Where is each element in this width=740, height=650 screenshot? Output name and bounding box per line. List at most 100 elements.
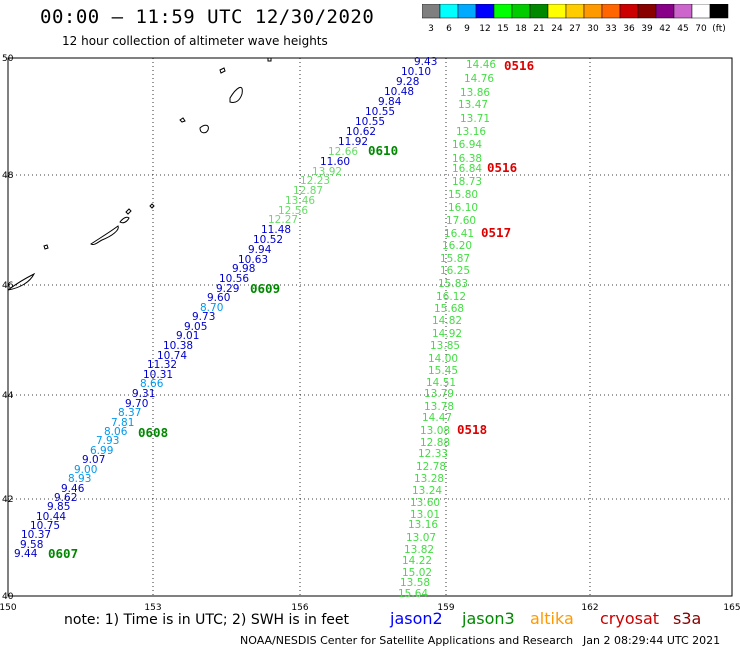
wave-height-label: 16.10 [448, 202, 478, 214]
wave-height-label: 13.82 [404, 544, 434, 556]
pass-time-label: 0608 [138, 425, 168, 440]
island-coastline [125, 208, 132, 215]
wave-height-label: 10.52 [253, 234, 283, 246]
wave-height-label: 10.37 [21, 529, 51, 541]
pass-time-label: 0610 [368, 143, 398, 158]
colorbar-label: 30 [587, 24, 599, 34]
wave-height-label: 10.10 [401, 66, 431, 78]
wave-height-label: 14.51 [426, 377, 456, 389]
legend-jason2: jason2 [390, 609, 443, 628]
wave-height-label: 16.20 [442, 240, 472, 252]
pass-time-label: 0516 [504, 58, 534, 73]
wave-height-label: 12.33 [418, 448, 448, 460]
wave-height-label: 11.92 [338, 136, 368, 148]
wave-height-label: 14.46 [466, 59, 496, 71]
colorbar-label: 12 [479, 24, 490, 34]
wave-height-label: 13.79 [424, 388, 454, 400]
wave-height-label: 12.27 [268, 214, 298, 226]
wave-height-label: 18.73 [452, 176, 482, 188]
colorbar-label: 33 [605, 24, 616, 34]
island-coastline [149, 203, 155, 209]
wave-height-label: 10.48 [384, 86, 414, 98]
wave-height-label: 7.81 [111, 417, 134, 429]
wave-height-label: 14.00 [428, 353, 458, 365]
island-coastline [179, 117, 186, 123]
wave-height-label: 16.25 [440, 265, 470, 277]
colorbar-label: 45 [677, 24, 688, 34]
wave-height-label: 11.48 [261, 224, 291, 236]
wave-height-label: 6.99 [90, 445, 113, 457]
colorbar-label: 9 [464, 24, 470, 34]
latitude-tick-label: 40 [2, 592, 14, 602]
wave-height-label: 13.08 [420, 425, 450, 437]
wave-height-label: 9.28 [396, 76, 419, 88]
wave-height-label: 9.58 [20, 539, 43, 551]
wave-height-label: 13.86 [460, 87, 490, 99]
wave-height-label: 9.00 [74, 464, 97, 476]
wave-height-label: 14.82 [432, 315, 462, 327]
island-coastline [43, 244, 49, 250]
wave-height-label: 9.44 [14, 548, 38, 560]
wave-height-label: 7.93 [96, 435, 119, 447]
legend-jason3: jason3 [462, 609, 515, 628]
colorbar-label: 21 [533, 24, 544, 34]
legend-altika: altika [530, 609, 574, 628]
wave-height-label: 16.12 [436, 291, 466, 303]
wave-height-label: 10.31 [143, 369, 173, 381]
colorbar-label: 3 [428, 24, 434, 34]
colorbar-label: 39 [641, 24, 653, 34]
latitude-tick-label: 48 [2, 171, 14, 181]
pass-time-label: 0516 [487, 160, 517, 175]
longitude-tick-label: 165 [723, 603, 740, 610]
wave-height-map: 150 153 156 159 162 1655048464442409.449.5810… [0, 54, 740, 610]
pass-time-label: 0609 [250, 281, 280, 296]
wave-height-label: 13.78 [424, 401, 454, 413]
wave-height-label: 14.47 [422, 412, 452, 424]
wave-height-label: 9.29 [216, 283, 239, 295]
wave-height-label: 9.85 [47, 501, 70, 513]
longitude-tick-label: 150 [0, 603, 17, 610]
map-subtitle: 12 hour collection of altimeter wave hei… [62, 34, 328, 48]
wave-height-label: 9.43 [414, 56, 437, 68]
longitude-tick-label: 159 [437, 603, 454, 610]
island-coastline [219, 67, 226, 74]
wave-height-label: 12.78 [416, 461, 446, 473]
wave-height-label: 13.85 [430, 340, 460, 352]
colorbar-label: 18 [515, 24, 527, 34]
wave-height-label: 9.01 [176, 330, 199, 342]
pass-time-label: 0517 [481, 225, 511, 240]
wave-height-label: 13.24 [412, 485, 442, 497]
wave-height-label: 9.73 [192, 311, 215, 323]
wave-height-label: 14.76 [464, 73, 494, 85]
wave-height-label: 13.46 [285, 195, 315, 207]
colorbar-label: 15 [497, 24, 508, 34]
wave-height-label: 15.02 [402, 567, 432, 579]
legend-cryosat: cryosat [600, 609, 660, 628]
wave-height-label: 13.60 [410, 497, 440, 509]
wave-height-label: 10.44 [36, 511, 66, 523]
colorbar-label: 42 [659, 24, 670, 34]
legend-s3a: s3a [673, 609, 702, 628]
wave-height-label: 13.07 [406, 532, 436, 544]
wave-height-label: 10.38 [163, 340, 193, 352]
wave-height-label: 9.84 [378, 96, 402, 108]
island-coastline [119, 216, 130, 224]
wave-height-label: 13.71 [460, 113, 490, 125]
wave-height-label: 15.83 [438, 278, 468, 290]
wave-height-label: 10.63 [238, 254, 268, 266]
wave-height-label: 15.68 [434, 303, 464, 315]
generated-timestamp: Jan 2 08:29:44 UTC 2021 [583, 634, 721, 647]
wave-height-label: 9.62 [54, 492, 77, 504]
wave-height-label: 10.56 [219, 273, 249, 285]
wave-height-label: 9.98 [232, 263, 255, 275]
wave-height-label: 8.37 [118, 407, 141, 419]
wave-height-label: 16.38 [452, 153, 482, 165]
wave-height-label: 8.06 [104, 426, 128, 438]
colorbar-label: 6 [446, 24, 452, 34]
wave-height-label: 9.60 [207, 292, 230, 304]
longitude-tick-label: 153 [144, 603, 161, 610]
wave-height-label: 13.16 [408, 519, 438, 531]
wave-height-label: 9.31 [132, 388, 155, 400]
wave-height-label: 9.07 [82, 454, 105, 466]
latitude-tick-label: 44 [2, 391, 14, 401]
